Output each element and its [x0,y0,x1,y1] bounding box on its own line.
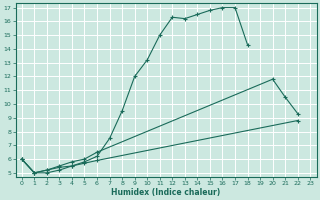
X-axis label: Humidex (Indice chaleur): Humidex (Indice chaleur) [111,188,221,197]
